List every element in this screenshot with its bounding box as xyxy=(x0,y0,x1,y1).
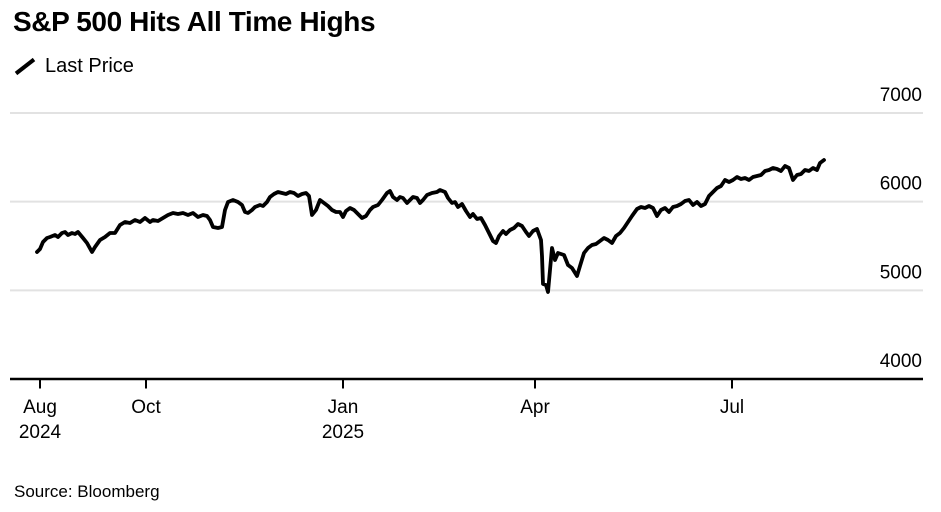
x-axis-year-2025: 2025 xyxy=(322,422,364,443)
line-sample-icon xyxy=(14,57,36,76)
source-credit: Source: Bloomberg xyxy=(14,482,160,501)
y-axis-label-4000: 4000 xyxy=(880,351,922,372)
y-axis-label-7000: 7000 xyxy=(880,85,922,106)
x-axis-label-aug: Aug xyxy=(23,397,57,418)
x-axis-label-jul: Jul xyxy=(720,397,744,418)
y-axis-label-6000: 6000 xyxy=(880,174,922,195)
price-line xyxy=(35,158,826,294)
x-axis-year-2024: 2024 xyxy=(19,422,62,443)
x-axis-label-jan: Jan xyxy=(328,397,359,418)
x-axis-label-apr: Apr xyxy=(520,397,550,418)
legend-label: Last Price xyxy=(45,55,134,77)
x-axis-label-oct: Oct xyxy=(131,397,161,418)
legend: Last Price xyxy=(14,55,134,78)
chart-title: S&P 500 Hits All Time Highs xyxy=(13,6,376,37)
y-axis-label-5000: 5000 xyxy=(880,262,922,283)
